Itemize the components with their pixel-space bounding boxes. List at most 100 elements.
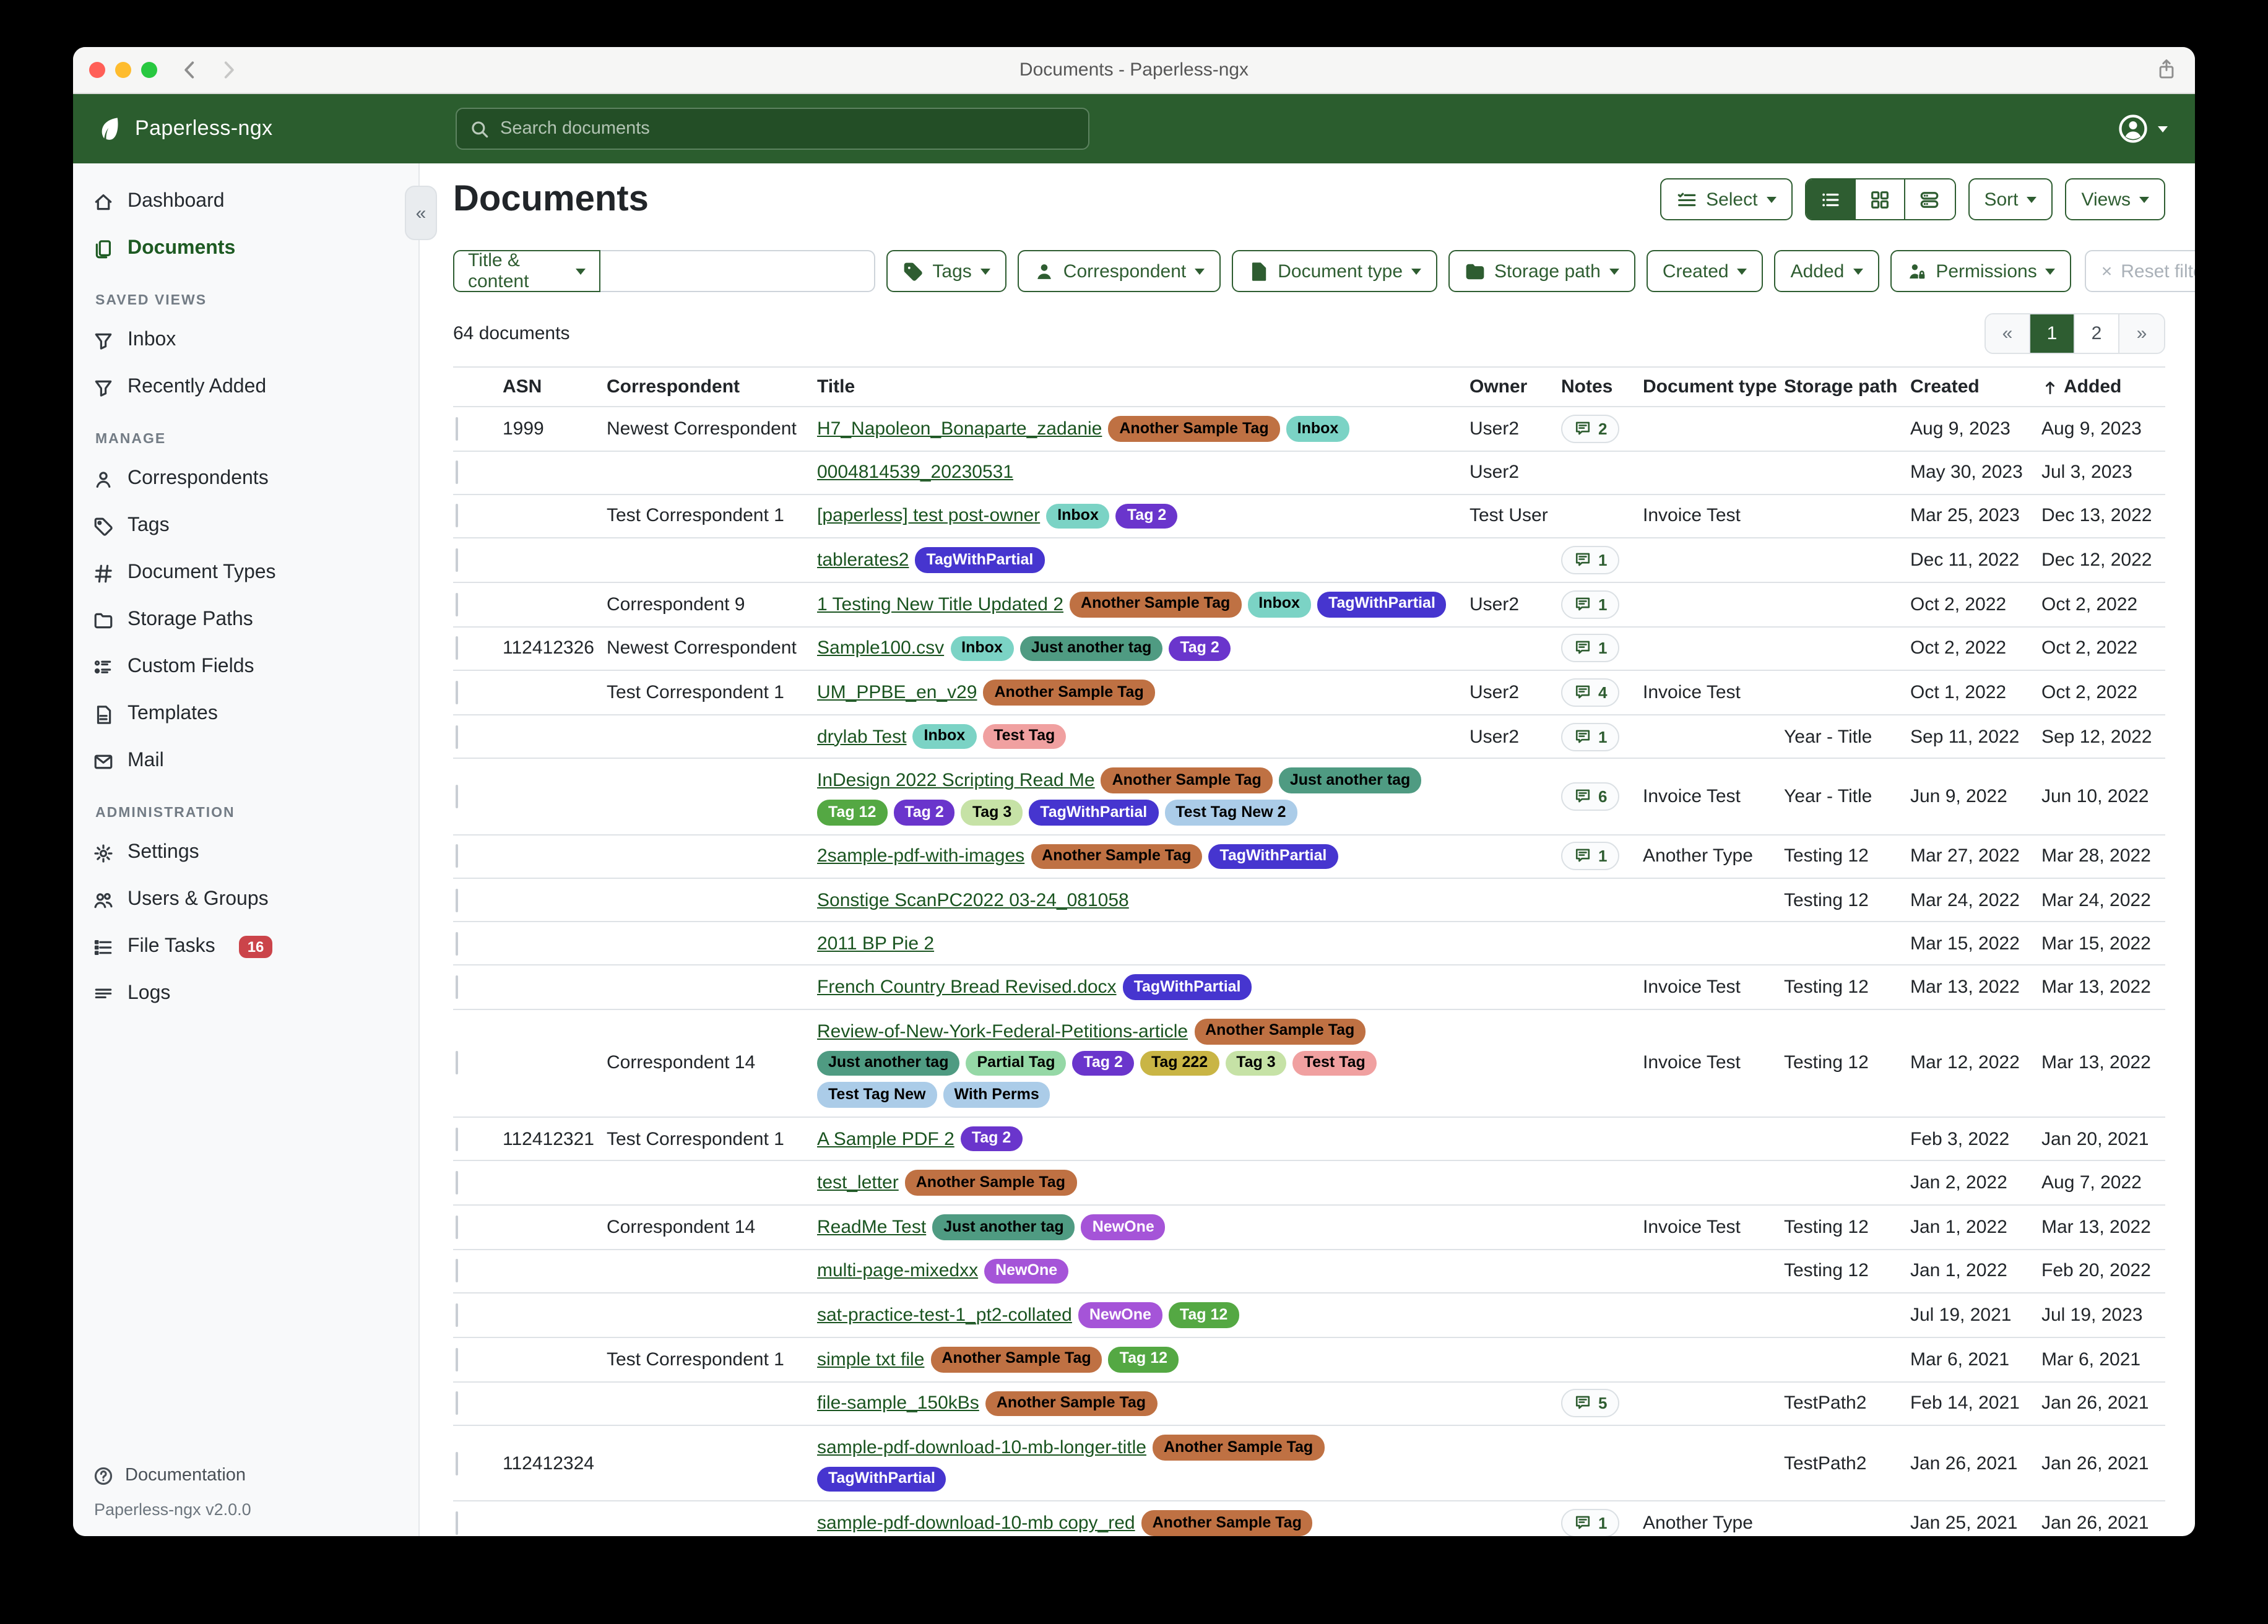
row-checkbox[interactable] bbox=[456, 460, 458, 485]
sidebar-collapse-button[interactable]: « bbox=[405, 186, 437, 240]
sidebar-item-document-types[interactable]: Document Types bbox=[93, 550, 401, 597]
row-checkbox[interactable] bbox=[456, 931, 458, 956]
table-row[interactable]: file-sample_150kBs Another Sample Tag 5 … bbox=[453, 1382, 2165, 1427]
table-row[interactable]: test_letter Another Sample Tag Jan 2, 20… bbox=[453, 1162, 2165, 1206]
sort-button[interactable]: Sort bbox=[1968, 178, 2053, 220]
grid-view-button[interactable] bbox=[1855, 179, 1905, 219]
tag-chip[interactable]: Test Tag bbox=[1292, 1050, 1377, 1076]
sidebar-item-tags[interactable]: Tags bbox=[93, 503, 401, 550]
reset-filters-button[interactable]: × Reset filters bbox=[2085, 250, 2195, 292]
sidebar-item-documents[interactable]: Documents bbox=[93, 225, 401, 272]
document-link[interactable]: H7_Napoleon_Bonaparte_zadanie bbox=[817, 418, 1102, 439]
tag-chip[interactable]: Tag 2 bbox=[1169, 636, 1231, 662]
correspondent-filter-button[interactable]: Correspondent bbox=[1017, 250, 1221, 292]
document-link[interactable]: 2011 BP Pie 2 bbox=[817, 933, 935, 954]
tag-chip[interactable]: Tag 12 bbox=[1108, 1346, 1179, 1372]
row-checkbox[interactable] bbox=[456, 1259, 458, 1283]
table-row[interactable]: 0004814539_20230531 User2 May 30, 2023 J… bbox=[453, 451, 2165, 495]
table-row[interactable]: 1999 Newest Correspondent H7_Napoleon_Bo… bbox=[453, 407, 2165, 452]
table-row[interactable]: 2011 BP Pie 2 Mar 15, 2022 Mar 15, 2022 bbox=[453, 923, 2165, 966]
document-link[interactable]: tablerates2 bbox=[817, 550, 909, 571]
header-asn[interactable]: ASN bbox=[503, 376, 542, 397]
created-filter-button[interactable]: Created bbox=[1646, 250, 1764, 292]
tag-chip[interactable]: TagWithPartial bbox=[1208, 844, 1338, 870]
row-checkbox[interactable] bbox=[456, 725, 458, 749]
added-filter-button[interactable]: Added bbox=[1774, 250, 1879, 292]
tag-chip[interactable]: Tag 12 bbox=[817, 800, 888, 826]
row-checkbox[interactable] bbox=[456, 592, 458, 616]
header-created[interactable]: Created bbox=[1910, 376, 1980, 397]
notes-badge[interactable]: 6 bbox=[1561, 782, 1620, 811]
table-row[interactable]: Correspondent 14 ReadMe Test Just anothe… bbox=[453, 1206, 2165, 1250]
table-row[interactable]: Test Correspondent 1 [paperless] test po… bbox=[453, 495, 2165, 539]
document-link[interactable]: ReadMe Test bbox=[817, 1216, 927, 1238]
table-row[interactable]: InDesign 2022 Scripting Read Me Another … bbox=[453, 759, 2165, 836]
tag-chip[interactable]: Inbox bbox=[950, 636, 1014, 662]
document-link[interactable]: simple txt file bbox=[817, 1349, 925, 1370]
row-checkbox[interactable] bbox=[456, 680, 458, 704]
document-link[interactable]: file-sample_150kBs bbox=[817, 1393, 979, 1414]
tag-chip[interactable]: Another Sample Tag bbox=[1152, 1435, 1325, 1461]
select-button[interactable]: Select bbox=[1660, 178, 1793, 220]
row-checkbox[interactable] bbox=[456, 888, 458, 912]
header-title[interactable]: Title bbox=[817, 376, 855, 397]
row-checkbox[interactable] bbox=[456, 1391, 458, 1415]
sidebar-item-documentation[interactable]: Documentation bbox=[93, 1456, 401, 1495]
table-row[interactable]: 112412326 Newest Correspondent Sample100… bbox=[453, 627, 2165, 672]
sidebar-item-settings[interactable]: Settings bbox=[93, 829, 401, 876]
document-link[interactable]: 2sample-pdf-with-images bbox=[817, 845, 1025, 867]
document-link[interactable]: sat-practice-test-1_pt2-collated bbox=[817, 1305, 1072, 1326]
row-checkbox[interactable] bbox=[456, 1347, 458, 1371]
back-icon[interactable] bbox=[180, 59, 201, 80]
tag-chip[interactable]: Another Sample Tag bbox=[1101, 767, 1273, 793]
header-owner[interactable]: Owner bbox=[1469, 376, 1528, 397]
sidebar-item-custom-fields[interactable]: Custom Fields bbox=[93, 644, 401, 691]
pagination-prev[interactable]: « bbox=[1986, 314, 2030, 352]
tag-chip[interactable]: Another Sample Tag bbox=[985, 1391, 1158, 1417]
tag-chip[interactable]: Test Tag New 2 bbox=[1164, 800, 1297, 826]
tag-chip[interactable]: Tag 222 bbox=[1140, 1050, 1219, 1076]
tag-chip[interactable]: Tag 2 bbox=[893, 800, 955, 826]
tag-chip[interactable]: Partial Tag bbox=[966, 1050, 1067, 1076]
pagination-page-2[interactable]: 2 bbox=[2075, 314, 2119, 352]
table-row[interactable]: Test Correspondent 1 UM_PPBE_en_v29 Anot… bbox=[453, 671, 2165, 715]
row-checkbox[interactable] bbox=[456, 548, 458, 572]
notes-badge[interactable]: 1 bbox=[1561, 590, 1620, 619]
document-type-filter-button[interactable]: Document type bbox=[1232, 250, 1438, 292]
tag-chip[interactable]: Inbox bbox=[912, 723, 977, 749]
table-row[interactable]: sample-pdf-download-10-mb copy_red Anoth… bbox=[453, 1502, 2165, 1536]
views-button[interactable]: Views bbox=[2065, 178, 2165, 220]
close-window-button[interactable] bbox=[89, 62, 105, 78]
tag-chip[interactable]: TagWithPartial bbox=[817, 1466, 946, 1492]
tag-chip[interactable]: Tag 3 bbox=[961, 800, 1023, 826]
tag-chip[interactable]: Tag 2 bbox=[1072, 1050, 1134, 1076]
row-checkbox[interactable] bbox=[456, 1511, 458, 1535]
tags-filter-button[interactable]: Tags bbox=[886, 250, 1006, 292]
tag-chip[interactable]: Another Sample Tag bbox=[1070, 591, 1242, 617]
notes-badge[interactable]: 2 bbox=[1561, 414, 1620, 443]
pagination-next[interactable]: » bbox=[2119, 314, 2164, 352]
notes-badge[interactable]: 1 bbox=[1561, 634, 1620, 663]
forward-icon[interactable] bbox=[218, 59, 239, 80]
tag-chip[interactable]: TagWithPartial bbox=[915, 547, 1045, 573]
zoom-window-button[interactable] bbox=[141, 62, 157, 78]
sidebar-item-logs[interactable]: Logs bbox=[93, 970, 401, 1017]
tag-chip[interactable]: Just another tag bbox=[1019, 636, 1163, 662]
row-checkbox[interactable] bbox=[456, 1215, 458, 1239]
storage-path-filter-button[interactable]: Storage path bbox=[1448, 250, 1635, 292]
document-link[interactable]: French Country Bread Revised.docx bbox=[817, 977, 1117, 998]
header-added[interactable]: Added bbox=[2041, 368, 2165, 406]
tag-chip[interactable]: Another Sample Tag bbox=[904, 1170, 1076, 1196]
sidebar-item-dashboard[interactable]: Dashboard bbox=[93, 178, 401, 225]
row-checkbox[interactable] bbox=[456, 417, 458, 441]
document-link[interactable]: sample-pdf-download-10-mb-longer-title bbox=[817, 1436, 1146, 1458]
row-checkbox[interactable] bbox=[456, 636, 458, 660]
document-link[interactable]: drylab Test bbox=[817, 726, 907, 748]
row-checkbox[interactable] bbox=[456, 504, 458, 528]
document-link[interactable]: sample-pdf-download-10-mb copy_red bbox=[817, 1513, 1135, 1534]
header-correspondent[interactable]: Correspondent bbox=[607, 376, 740, 397]
table-row[interactable]: Test Correspondent 1 simple txt file Ano… bbox=[453, 1338, 2165, 1382]
tag-chip[interactable]: Another Sample Tag bbox=[1031, 844, 1203, 870]
tag-chip[interactable]: Just another tag bbox=[1278, 767, 1422, 793]
document-link[interactable]: A Sample PDF 2 bbox=[817, 1128, 954, 1150]
